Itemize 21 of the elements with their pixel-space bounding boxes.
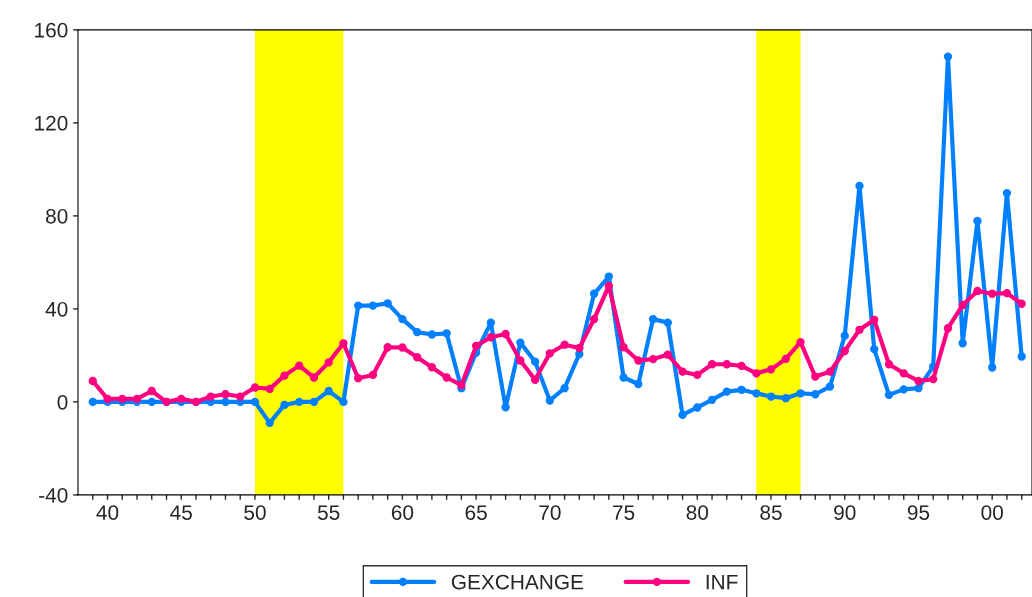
x-tick-label: 65	[465, 505, 487, 520]
x-tick-label: 60	[391, 505, 414, 520]
x-tick-label: 85	[760, 505, 782, 520]
y-tick-label: 80	[46, 208, 68, 224]
y-tick-label: -40	[39, 487, 68, 503]
x-tick-label: 55	[317, 505, 340, 520]
x-tick-label: 80	[686, 505, 709, 520]
x-tick-label: 40	[96, 505, 119, 520]
x-tick-label: 50	[244, 505, 266, 520]
legend-label: INF	[706, 574, 738, 590]
y-tick-label: 0	[57, 394, 68, 410]
x-tick-label: 45	[170, 505, 192, 520]
y-tick-label: 40	[45, 301, 68, 317]
y-tick-label: 160	[35, 22, 68, 38]
x-tick-label: 70	[539, 505, 561, 520]
x-tick-label: 95	[907, 505, 930, 520]
legend-label: GEXCHANGE	[451, 574, 584, 590]
x-tick-label: 00	[981, 505, 1003, 520]
x-tick-label: 90	[834, 505, 856, 520]
y-tick-label: 120	[35, 115, 68, 131]
x-tick-label: 75	[613, 505, 635, 520]
